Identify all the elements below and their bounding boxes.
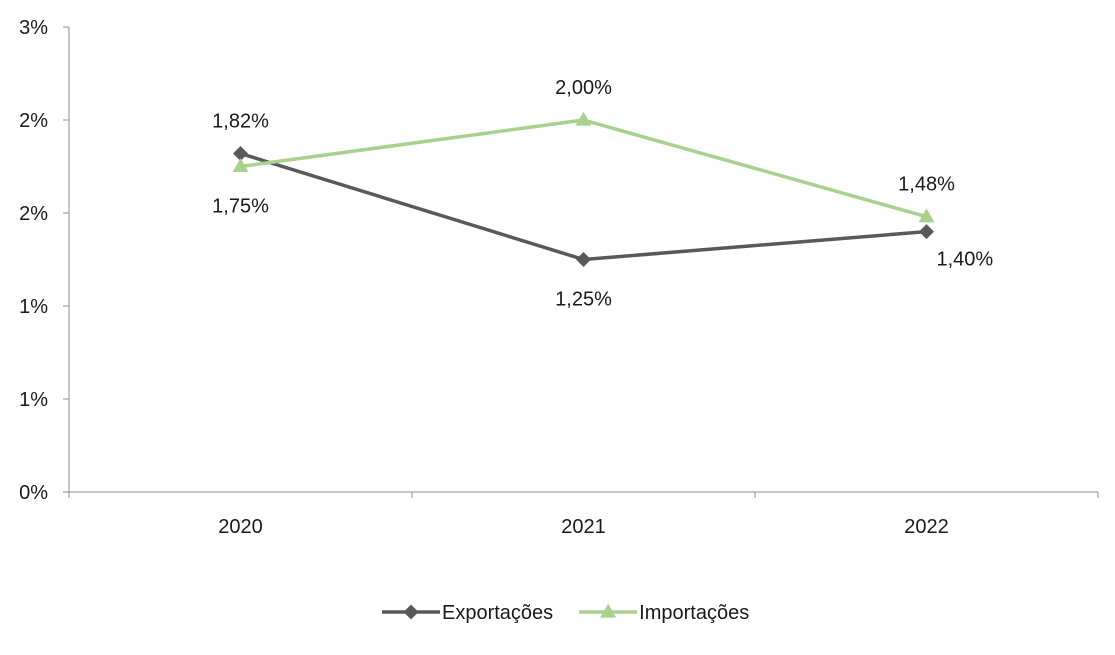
importacoes-marker: [575, 111, 592, 126]
exportacoes-marker: [919, 224, 934, 240]
y-tick-label: 2%: [19, 110, 48, 132]
exportacoes-marker: [576, 252, 591, 267]
exportacoes-legend-label: Exportações: [442, 602, 553, 624]
series-lines: [239, 118, 927, 262]
y-tick-label: 0%: [19, 482, 48, 504]
importacoes-line: [240, 118, 927, 219]
importacoes-data-label: 1,48%: [898, 174, 955, 196]
chart-legend: Exportações Importações: [382, 602, 749, 624]
importacoes-data-label: 2,00%: [555, 77, 612, 99]
chart-axes: 0% 1% 1% 2% 2% 3% 2020 2021 2022: [19, 17, 1099, 538]
series-markers: [232, 111, 935, 267]
exportacoes-line: [239, 151, 927, 262]
x-tick-label: 2021: [561, 516, 606, 538]
y-tick-label: 2%: [19, 203, 48, 225]
data-labels: 1,82% 1,75% 1,25% 2,00% 1,40% 1,48%: [212, 77, 993, 311]
importacoes-legend-marker: [600, 603, 617, 618]
x-tick-label: 2022: [904, 516, 949, 538]
importacoes-legend-label: Importações: [639, 602, 749, 624]
exportacoes-data-label: 1,40%: [937, 249, 994, 271]
exportacoes-legend-marker: [403, 604, 419, 620]
importacoes-data-label: 1,75%: [212, 196, 269, 218]
importacoes-marker: [232, 158, 249, 173]
y-tick-label: 1%: [19, 389, 48, 411]
exportacoes-data-label: 1,82%: [212, 110, 269, 132]
importacoes-marker: [918, 208, 935, 223]
y-tick-label: 1%: [19, 296, 48, 318]
exportacoes-marker: [233, 145, 248, 161]
x-tick-label: 2020: [218, 516, 263, 538]
exportacoes-data-label: 1,25%: [555, 289, 612, 311]
y-tick-label: 3%: [19, 17, 48, 39]
